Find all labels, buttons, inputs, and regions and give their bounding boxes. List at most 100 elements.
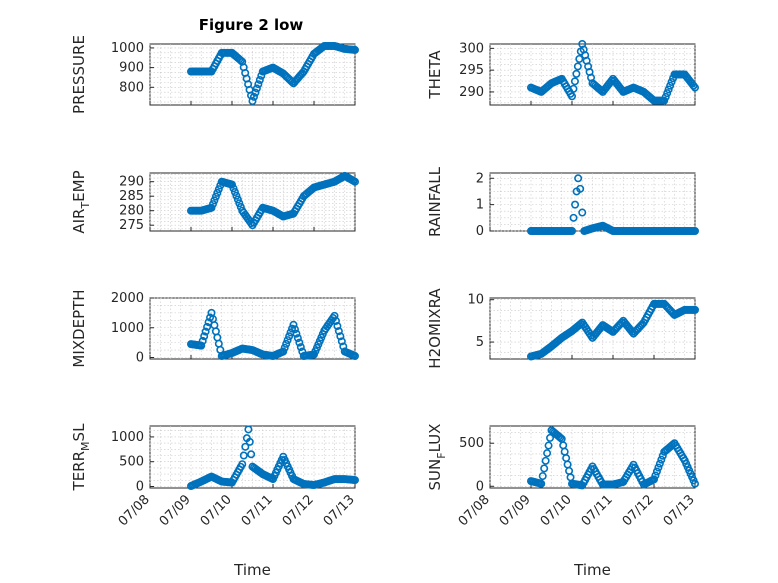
y-axis-label: SUNFLUX [426,424,448,491]
data-point [213,188,222,197]
data-point [208,200,217,209]
data-point [331,316,340,325]
data-point [230,188,239,197]
data-point [556,433,565,442]
data-point [663,89,672,98]
data-point [288,77,297,86]
data-point [245,437,254,446]
data-point [283,336,292,345]
data-point [228,180,237,189]
data-point [254,80,263,89]
y-tick-label: 285 [119,189,144,204]
x-tick-label: 07/10 [538,492,575,529]
data-point [210,196,219,205]
data-point [690,479,699,488]
data-point [295,338,304,347]
data-point [664,85,673,94]
data-point [540,464,549,473]
subplot-mixdepth: 0 1000 2000 MIXDEPTH [70,289,359,368]
x-tick-label: 07/12 [280,492,317,529]
data-point [293,334,302,343]
data-point [292,329,301,338]
subplot-theta: 290 295 300 THETA [426,39,699,106]
data-point [289,320,298,329]
y-tick-label: 2 [476,171,484,186]
data-point [337,337,346,346]
y-tick-label: 0 [136,351,144,366]
data-point [654,463,663,472]
data-point [667,77,676,86]
data-point [201,327,210,336]
subplot-sun-flux: 0 500 07/08 07/09 07/10 07/11 07/12 07/13 Time SU… [426,424,699,579]
y-tick-label: 500 [459,436,484,451]
subplot-rainfall: 0 1 2 RAINFALL [426,166,699,239]
data-point [690,305,699,314]
data-point [233,195,242,204]
y-axis-label: PRESSURE [70,35,88,114]
data-point [538,472,547,481]
y-tick-label: 295 [459,63,484,78]
data-point [249,92,258,101]
data-point [571,200,580,209]
figure-title: Figure 2 low [199,16,304,34]
y-tick-label: 900 [119,61,144,76]
data-point [572,69,581,78]
data-point [575,54,584,63]
y-tick-label: 0 [476,479,484,494]
data-point [574,174,583,183]
x-tick-label: 07/12 [620,492,657,529]
y-axis-label: RAINFALL [426,166,444,237]
data-point [232,191,241,200]
data-point [198,336,207,345]
y-tick-label: 275 [119,218,144,233]
data-point [248,97,257,106]
y-axis-label: THETA [426,50,444,100]
y-tick-label: 1000 [111,41,144,56]
x-tick-label: 07/08 [456,492,493,529]
x-tick-label: 07/13 [321,492,358,529]
data-point [203,322,212,331]
x-tick-label: 07/09 [157,492,194,529]
data-point [236,56,245,65]
data-point [569,213,578,222]
y-axis-label: TERRMSL [70,423,92,492]
data-point [666,81,675,90]
data-point [350,352,359,361]
y-axis-label: AIRTEMP [70,170,92,233]
subplot-pressure: 800 900 1000 PRESSURE [70,35,359,114]
x-tick-label: 07/08 [116,492,153,529]
data-point [200,332,209,341]
data-point [229,184,238,193]
y-tick-label: 300 [459,41,484,56]
data-point [576,184,585,193]
y-tick-label: 1000 [111,430,144,445]
data-point [578,208,587,217]
x-axis-label: Time [233,561,271,579]
data-point [567,92,576,101]
data-point [661,92,670,101]
data-point [214,185,223,194]
data-point [241,442,250,451]
y-tick-label: 1 [476,198,484,213]
data-point [251,88,260,97]
data-point [235,199,244,208]
x-tick-label: 07/11 [239,492,276,529]
x-tick-label: 07/09 [497,492,534,529]
data-point [336,332,345,341]
data-point [652,467,661,476]
data-point [570,77,579,86]
data-point [660,96,669,105]
data-point [541,456,550,465]
subplot-terr-msl: 0 500 1000 07/08 07/09 07/10 07/11 07/12 07/13 Ti… [70,423,359,579]
data-point [544,441,553,450]
data-point [567,227,576,236]
data-point [350,177,359,186]
y-tick-label: 800 [119,80,144,95]
x-tick-label: 07/11 [579,492,616,529]
data-point [573,62,582,71]
data-point [657,455,666,464]
y-axis-label: MIXDEPTH [70,289,88,367]
